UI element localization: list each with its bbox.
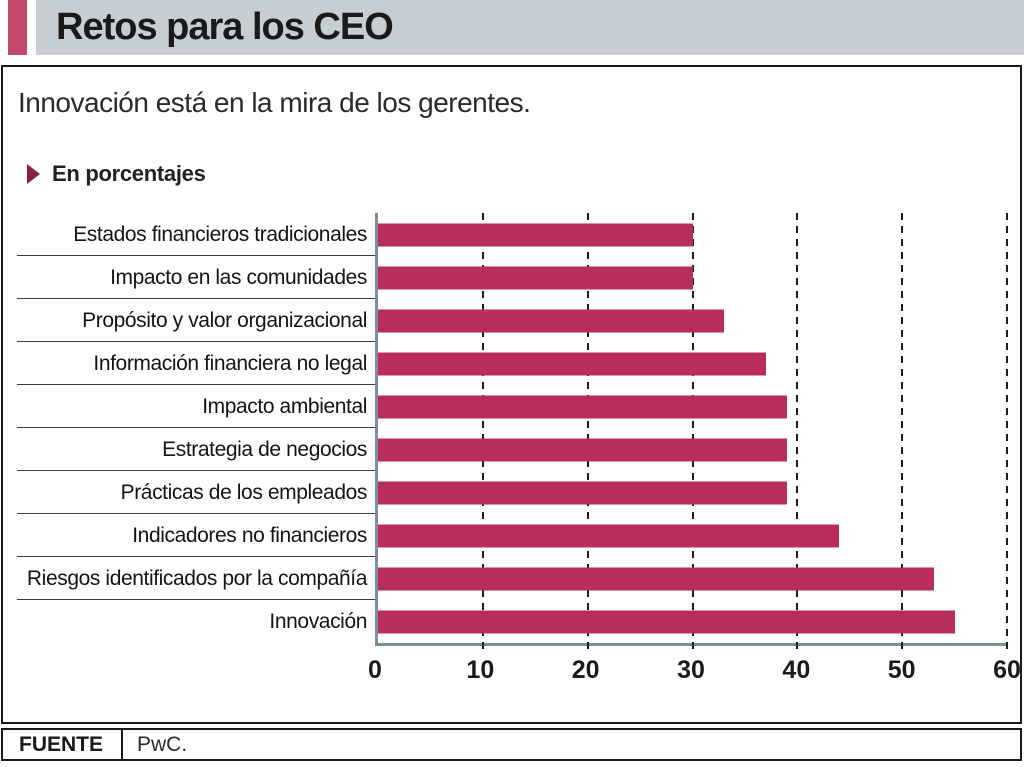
- x-tick-label-0: 0: [368, 656, 382, 684]
- gridline-50: [901, 213, 904, 651]
- bar-row: [378, 385, 1007, 428]
- gridline-60: [1006, 213, 1008, 651]
- category-label: Riesgos identificados por la compañía: [26, 566, 367, 590]
- bar: [378, 524, 840, 547]
- bar: [378, 610, 955, 633]
- category-row: Indicadores no financieros: [3, 514, 375, 557]
- x-tick-label-40: 40: [782, 656, 811, 684]
- category-row: Innovación: [3, 600, 375, 643]
- bar: [378, 395, 787, 418]
- category-label: Impacto ambiental: [202, 394, 367, 418]
- category-label: Indicadores no financieros: [132, 523, 367, 547]
- category-label: Estados financieros tradicionales: [73, 222, 367, 246]
- bar-row: [378, 342, 1007, 385]
- x-axis: 0 10 20 30 40 50 60: [368, 646, 1021, 692]
- bar-row: [378, 256, 1007, 299]
- bar-row: [378, 213, 1007, 256]
- bar: [378, 309, 724, 332]
- bar: [378, 567, 934, 590]
- plot-area: [375, 213, 1008, 651]
- gridline-30: [691, 213, 694, 651]
- category-row: Propósito y valor organizacional: [3, 299, 375, 342]
- category-label: Impacto en las comunidades: [110, 265, 367, 289]
- gridline-20: [586, 213, 589, 651]
- category-row: Estrategia de negocios: [3, 428, 375, 471]
- units-note-label: En porcentajes: [52, 161, 206, 186]
- category-labels-column: Estados financieros tradicionales Impacto…: [3, 213, 375, 646]
- category-label: Estrategia de negocios: [162, 437, 367, 461]
- x-tick-label-50: 50: [887, 656, 916, 684]
- x-tick-label-60: 60: [993, 656, 1021, 684]
- header-band: Retos para los CEO: [36, 0, 1024, 55]
- source-bar: FUENTE PwC.: [1, 728, 1022, 761]
- bar-row: [378, 471, 1007, 514]
- source-label: FUENTE: [3, 730, 123, 759]
- bar: [378, 438, 787, 461]
- source-value: PwC.: [137, 732, 188, 756]
- bar: [378, 352, 766, 375]
- category-row: Impacto ambiental: [3, 385, 375, 428]
- accent-square: [8, 0, 27, 55]
- x-tick-label-20: 20: [571, 656, 600, 684]
- triangle-bullet-icon: [27, 164, 40, 184]
- category-row: Estados financieros tradicionales: [3, 213, 375, 256]
- category-label: Prácticas de los empleados: [120, 480, 368, 504]
- gridline-10: [481, 213, 484, 651]
- bar-row: [378, 514, 1007, 557]
- bar-chart: Estados financieros tradicionales Impacto…: [3, 213, 1021, 692]
- bar: [378, 266, 693, 289]
- bar: [378, 223, 693, 246]
- category-label: Propósito y valor organizacional: [82, 308, 367, 332]
- category-row: Prácticas de los empleados: [3, 471, 375, 514]
- x-tick-label-30: 30: [677, 656, 705, 684]
- category-row: Impacto en las comunidades: [3, 256, 375, 299]
- category-row: Información financiera no legal: [3, 342, 375, 385]
- page-title: Retos para los CEO: [56, 6, 394, 48]
- x-tick-label-10: 10: [466, 656, 495, 684]
- category-row: Riesgos identificados por la compañía: [3, 557, 375, 600]
- chart-subtitle: Innovación está en la mira de los gerent…: [18, 87, 531, 118]
- units-note-row: En porcentajes: [27, 161, 1020, 187]
- bar-row: [378, 600, 1007, 643]
- bar-row: [378, 428, 1007, 471]
- category-label: Innovación: [269, 609, 367, 633]
- category-label: Información financiera no legal: [93, 351, 367, 375]
- chart-panel: Innovación está en la mira de los gerent…: [1, 65, 1022, 724]
- gridline-40: [796, 213, 799, 651]
- bar-row: [378, 557, 1007, 600]
- bar: [378, 481, 787, 504]
- bar-row: [378, 299, 1007, 342]
